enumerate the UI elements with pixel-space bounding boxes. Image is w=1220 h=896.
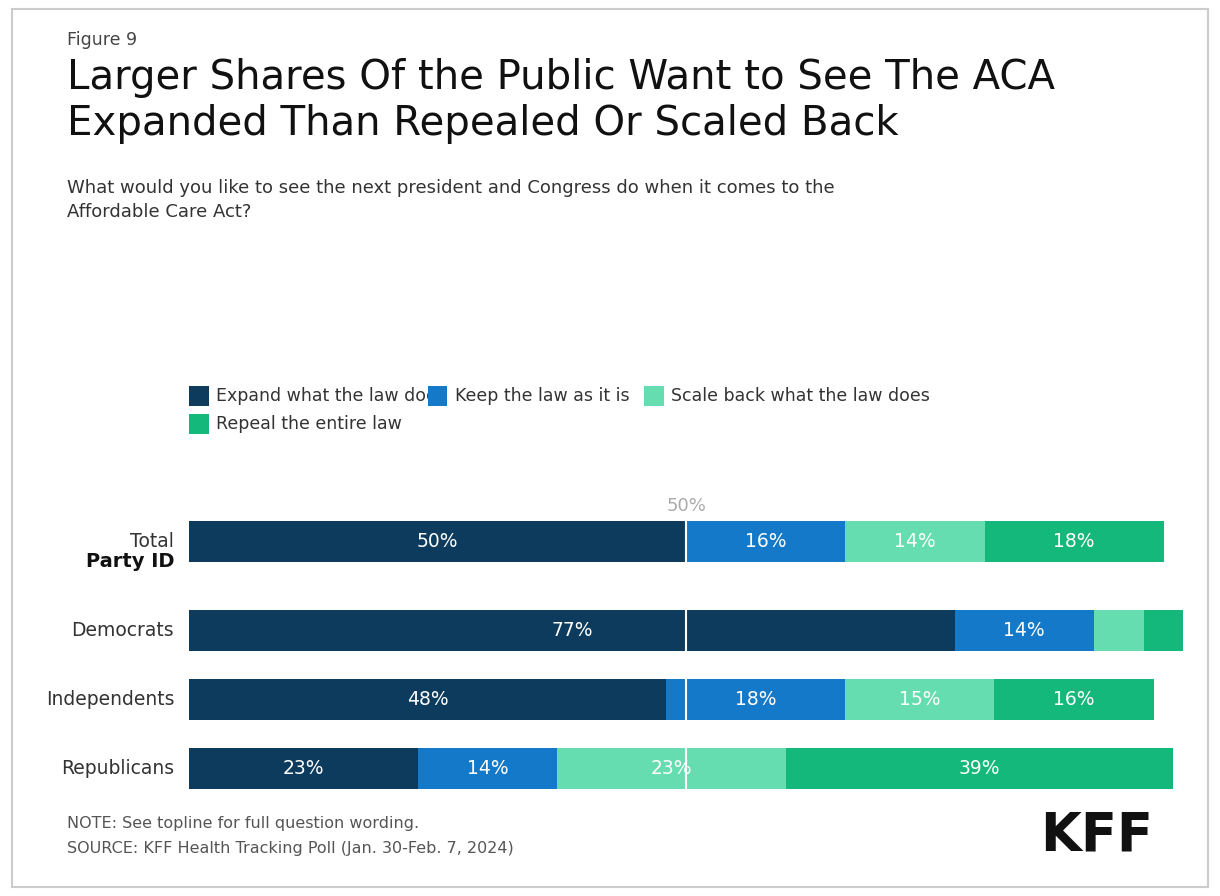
Text: Scale back what the law does: Scale back what the law does	[671, 387, 930, 405]
Bar	[994, 679, 1154, 720]
Bar	[189, 610, 955, 651]
Text: What would you like to see the next president and Congress do when it comes to t: What would you like to see the next pres…	[67, 179, 834, 220]
Bar	[845, 521, 985, 562]
Text: SOURCE: KFF Health Tracking Poll (Jan. 30-Feb. 7, 2024): SOURCE: KFF Health Tracking Poll (Jan. 3…	[67, 840, 514, 856]
Text: Independents: Independents	[45, 690, 174, 709]
Text: 18%: 18%	[1053, 532, 1094, 551]
Bar	[686, 521, 845, 562]
Text: 39%: 39%	[959, 759, 1000, 778]
Text: 14%: 14%	[894, 532, 936, 551]
Text: Keep the law as it is: Keep the law as it is	[455, 387, 630, 405]
Bar	[1143, 610, 1183, 651]
Text: 50%: 50%	[417, 532, 459, 551]
Bar	[189, 748, 417, 789]
Text: 23%: 23%	[283, 759, 325, 778]
Text: 15%: 15%	[899, 690, 941, 709]
Text: Party ID: Party ID	[85, 553, 174, 572]
Text: 23%: 23%	[650, 759, 692, 778]
Text: Expand what the law does: Expand what the law does	[216, 387, 447, 405]
Text: NOTE: See topline for full question wording.: NOTE: See topline for full question word…	[67, 816, 420, 831]
Text: 50%: 50%	[666, 497, 706, 515]
Bar	[845, 679, 994, 720]
Text: Repeal the entire law: Repeal the entire law	[216, 415, 401, 433]
Text: 18%: 18%	[736, 690, 777, 709]
Text: Figure 9: Figure 9	[67, 31, 137, 49]
Bar	[666, 679, 845, 720]
Bar	[189, 679, 666, 720]
Bar	[417, 748, 558, 789]
Text: Republicans: Republicans	[61, 759, 174, 778]
Text: Total: Total	[131, 532, 174, 551]
Bar	[558, 748, 786, 789]
Bar	[1094, 610, 1143, 651]
Text: 48%: 48%	[407, 690, 449, 709]
Bar	[955, 610, 1094, 651]
Text: KFF: KFF	[1039, 810, 1153, 862]
Text: 16%: 16%	[745, 532, 787, 551]
Bar	[985, 521, 1164, 562]
Text: Larger Shares Of the Public Want to See The ACA
Expanded Than Repealed Or Scaled: Larger Shares Of the Public Want to See …	[67, 58, 1055, 144]
Text: 16%: 16%	[1053, 690, 1094, 709]
Text: 77%: 77%	[551, 621, 593, 641]
Text: 14%: 14%	[466, 759, 509, 778]
Bar	[189, 521, 686, 562]
Text: 14%: 14%	[1004, 621, 1046, 641]
Text: Democrats: Democrats	[72, 621, 174, 641]
Bar	[786, 748, 1174, 789]
